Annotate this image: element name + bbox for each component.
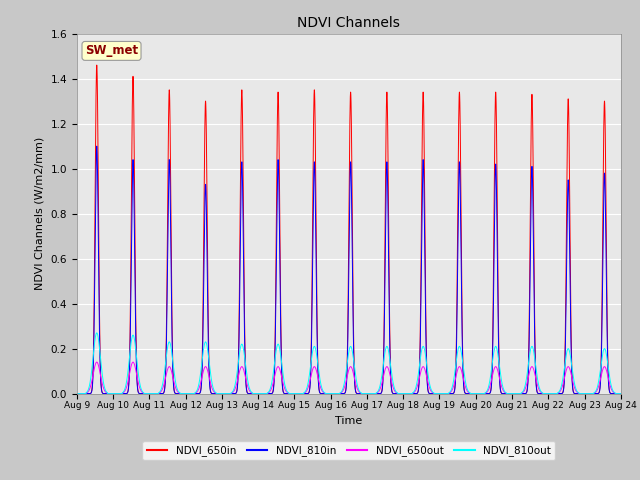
NDVI_650in xyxy=(516,391,524,396)
NDVI_650out xyxy=(617,391,625,396)
NDVI_650out xyxy=(93,359,100,365)
Line: NDVI_650in: NDVI_650in xyxy=(77,65,621,394)
NDVI_810in xyxy=(108,391,116,396)
NDVI_650in xyxy=(193,391,201,396)
NDVI_650out xyxy=(86,384,94,390)
Line: NDVI_810out: NDVI_810out xyxy=(77,333,621,394)
NDVI_650out xyxy=(516,391,524,396)
NDVI_810in xyxy=(73,391,81,396)
NDVI_810in xyxy=(310,159,318,165)
NDVI_650in xyxy=(93,62,100,68)
NDVI_810in xyxy=(617,391,625,396)
Line: NDVI_650out: NDVI_650out xyxy=(77,362,621,394)
NDVI_650out xyxy=(193,389,201,395)
NDVI_810in xyxy=(193,391,201,396)
NDVI_650in xyxy=(108,391,116,396)
NDVI_810in xyxy=(516,391,524,396)
NDVI_810in xyxy=(260,391,268,396)
Legend: NDVI_650in, NDVI_810in, NDVI_650out, NDVI_810out: NDVI_650in, NDVI_810in, NDVI_650out, NDV… xyxy=(143,441,555,460)
NDVI_650out xyxy=(73,391,81,396)
NDVI_650in xyxy=(617,391,625,396)
NDVI_810out xyxy=(617,391,625,396)
NDVI_650out xyxy=(260,391,268,396)
NDVI_650in xyxy=(260,391,268,396)
X-axis label: Time: Time xyxy=(335,416,362,426)
NDVI_650out xyxy=(108,391,116,396)
Y-axis label: NDVI Channels (W/m2/mm): NDVI Channels (W/m2/mm) xyxy=(35,137,45,290)
NDVI_810out xyxy=(516,391,524,396)
NDVI_650out xyxy=(310,364,318,370)
NDVI_810out xyxy=(108,391,116,396)
NDVI_810out xyxy=(310,344,318,349)
Title: NDVI Channels: NDVI Channels xyxy=(298,16,400,30)
Line: NDVI_810in: NDVI_810in xyxy=(77,146,621,394)
NDVI_810out xyxy=(193,387,201,393)
NDVI_650in xyxy=(73,391,81,396)
NDVI_810out xyxy=(86,377,94,383)
NDVI_650in xyxy=(310,87,318,93)
NDVI_810in xyxy=(86,391,94,396)
NDVI_650in xyxy=(86,391,94,396)
NDVI_810out xyxy=(260,391,268,396)
Text: SW_met: SW_met xyxy=(85,44,138,58)
NDVI_810out xyxy=(93,330,100,336)
NDVI_810in xyxy=(93,143,100,149)
NDVI_810out xyxy=(73,391,81,396)
